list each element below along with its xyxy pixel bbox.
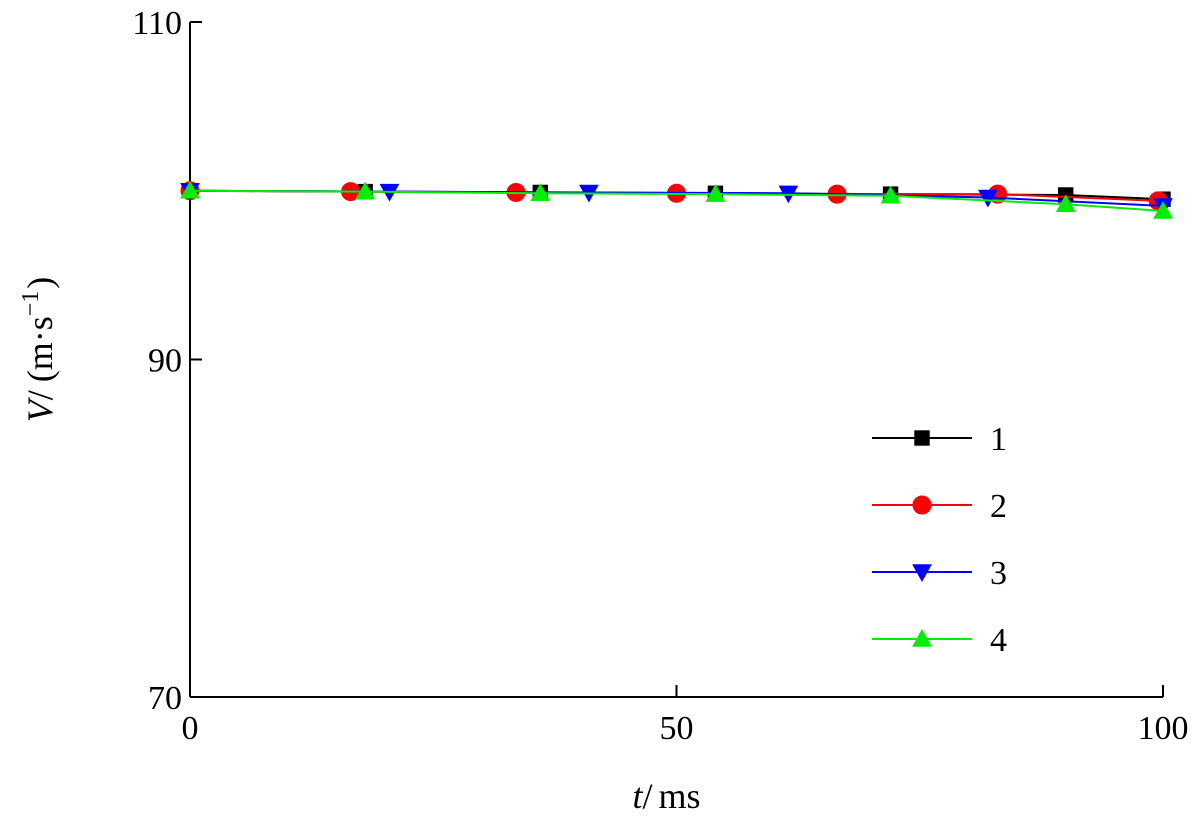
legend-item-3: 3 [872, 555, 1007, 592]
x-axis-separator: / [642, 776, 652, 816]
legend-item-2: 2 [872, 488, 1007, 525]
legend-label: 3 [990, 555, 1007, 592]
data-point [880, 185, 901, 204]
data-point [1153, 200, 1173, 219]
x-tick-label: 50 [660, 710, 694, 747]
axis-ticks: 0 50 100 70 90 110 [132, 5, 1188, 747]
x-tick-label: 100 [1138, 710, 1189, 747]
y-tick-label: 90 [148, 343, 182, 380]
x-tick-label: 0 [182, 710, 199, 747]
legend-marker [912, 495, 932, 515]
data-point [1055, 194, 1076, 212]
y-tick-label: 70 [148, 680, 182, 717]
y-axis-close-paren: ) [20, 277, 60, 289]
y-axis-title: V/ (m·s−1) [18, 277, 60, 423]
y-axis-open-paren: ( [20, 370, 60, 382]
data-point [705, 184, 726, 202]
legend-item-4: 4 [872, 622, 1007, 659]
legend-label: 4 [990, 622, 1007, 659]
y-axis-separator: / [20, 390, 60, 400]
data-point [530, 183, 551, 201]
data-point [355, 181, 375, 200]
x-axis-unit: ms [659, 776, 701, 816]
legend-marker [914, 430, 930, 446]
legend: 1 2 3 4 [872, 421, 1007, 659]
data-point [180, 180, 200, 199]
data-point [978, 189, 998, 208]
y-axis-unit: m·s [20, 316, 60, 370]
series-layer [180, 180, 1173, 219]
legend-item-1: 1 [872, 421, 1007, 458]
x-axis-variable: t [632, 776, 643, 816]
legend-marker [912, 628, 932, 647]
y-axis-unit-exponent: −1 [18, 291, 44, 317]
x-axis-title: t/ms [632, 776, 700, 816]
series-4 [180, 180, 1173, 219]
legend-label: 2 [990, 488, 1007, 525]
legend-label: 1 [990, 421, 1007, 458]
y-axis-variable: V [20, 396, 60, 422]
series-2 [180, 181, 1168, 211]
legend-marker [912, 564, 932, 583]
y-tick-label: 110 [132, 5, 182, 42]
axes [189, 22, 1163, 698]
